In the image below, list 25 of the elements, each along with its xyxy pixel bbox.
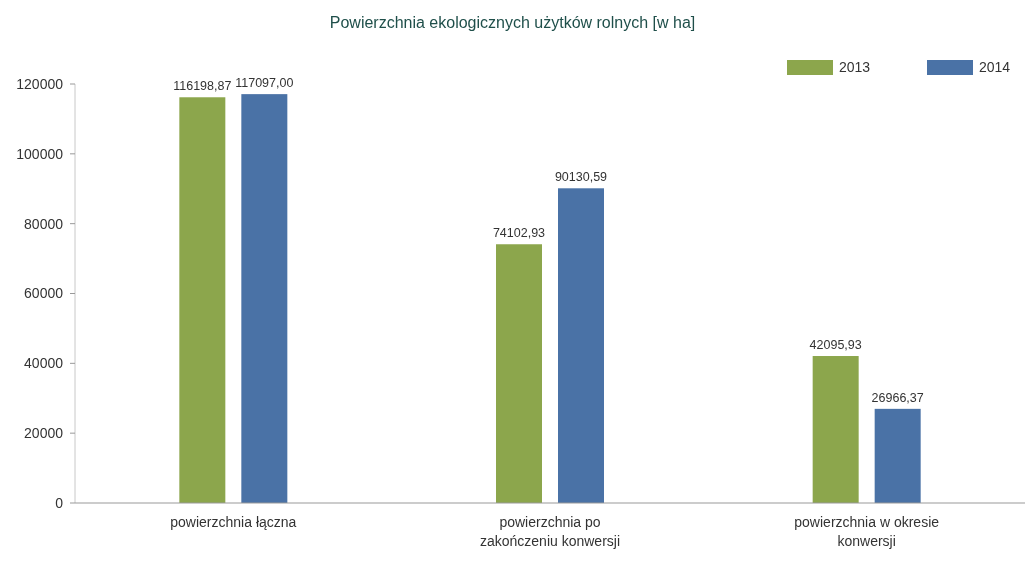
- bar: [558, 188, 604, 503]
- y-tick-label: 0: [55, 494, 64, 511]
- y-tick-label: 100000: [16, 145, 64, 162]
- bar: [179, 97, 226, 503]
- bar: [812, 356, 859, 503]
- y-tick-label: 120000: [16, 75, 64, 92]
- x-tick-label: powierzchnia w okresie konwersji: [794, 514, 940, 549]
- data-label: 116198,87: [173, 79, 232, 94]
- y-tick-label: 60000: [24, 285, 64, 302]
- legend-label: 2013: [839, 59, 871, 75]
- y-tick-label: 40000: [24, 355, 64, 372]
- y-tick-label: 80000: [24, 215, 64, 232]
- x-tick-label: powierzchnia po zakończeniu konwersji: [479, 514, 621, 549]
- legend-label: 2014: [979, 59, 1011, 75]
- bar: [874, 408, 921, 503]
- data-label: 90130,59: [554, 170, 608, 185]
- data-label: 117097,00: [235, 76, 294, 91]
- data-label: 26966,37: [871, 390, 924, 405]
- x-tick-label: powierzchnia łączna: [170, 514, 297, 530]
- bar: [496, 244, 542, 503]
- chart-title: Powierzchnia ekologicznych użytków rolnych [w ha]: [329, 14, 696, 31]
- data-label: 74102,93: [492, 226, 546, 241]
- data-label: 42095,93: [809, 338, 862, 353]
- bar: [241, 94, 288, 503]
- y-tick-label: 20000: [24, 425, 64, 442]
